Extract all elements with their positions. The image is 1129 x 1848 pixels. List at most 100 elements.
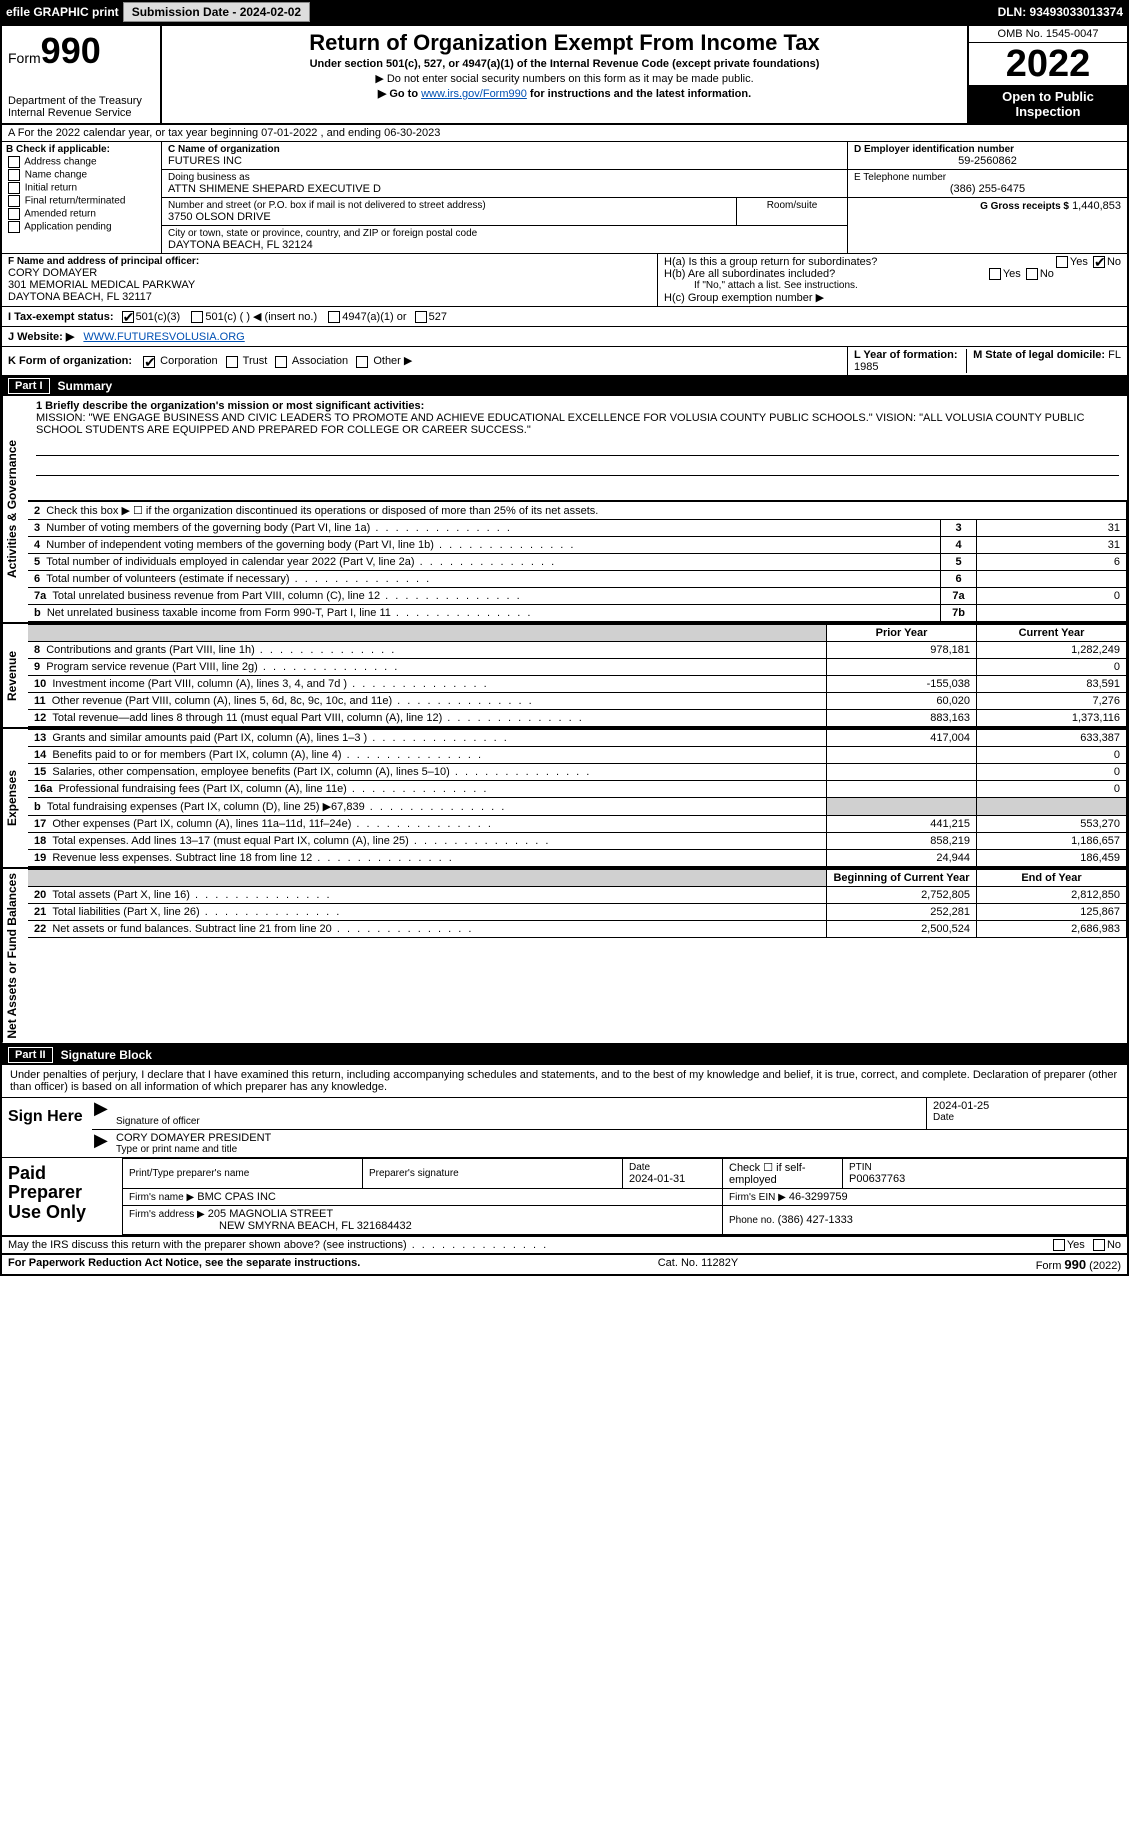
street-value: 3750 OLSON DRIVE xyxy=(168,211,730,223)
firm-phone: (386) 427-1333 xyxy=(778,1214,853,1226)
table-row: b Net unrelated business taxable income … xyxy=(28,605,1127,622)
paid-preparer-label: Paid Preparer Use Only xyxy=(2,1158,122,1235)
form-990-container: Form990 Department of the Treasury Inter… xyxy=(0,24,1129,1276)
table-row: 18 Total expenses. Add lines 13–17 (must… xyxy=(28,833,1127,850)
side-tab-expenses: Expenses xyxy=(2,729,28,867)
table-row: 13 Grants and similar amounts paid (Part… xyxy=(28,730,1127,747)
table-row: 14 Benefits paid to or for members (Part… xyxy=(28,747,1127,764)
phone-label: E Telephone number xyxy=(854,172,1121,183)
table-row: 6 Total number of volunteers (estimate i… xyxy=(28,571,1127,588)
discuss-no[interactable] xyxy=(1093,1239,1105,1251)
footer-row: For Paperwork Reduction Act Notice, see … xyxy=(2,1255,1127,1274)
table-row: 16a Professional fundraising fees (Part … xyxy=(28,781,1127,798)
h-b-note: If "No," attach a list. See instructions… xyxy=(664,280,1121,291)
firm-addr2: NEW SMYRNA BEACH, FL 321684432 xyxy=(129,1220,412,1232)
irs-link[interactable]: www.irs.gov/Form990 xyxy=(421,88,527,100)
street-label: Number and street (or P.O. box if mail i… xyxy=(168,200,730,211)
mission-block: 1 Briefly describe the organization's mi… xyxy=(28,396,1127,501)
ptin-value: P00637763 xyxy=(849,1173,1120,1185)
city-value: DAYTONA BEACH, FL 32124 xyxy=(168,239,841,251)
firm-addr1: 205 MAGNOLIA STREET xyxy=(208,1208,333,1220)
officer-addr2: DAYTONA BEACH, FL 32117 xyxy=(8,291,651,303)
city-label: City or town, state or province, country… xyxy=(168,228,841,239)
table-row: 9 Program service revenue (Part VIII, li… xyxy=(28,659,1127,676)
chk-trust[interactable] xyxy=(226,356,238,368)
mission-text: MISSION: "WE ENGAGE BUSINESS AND CIVIC L… xyxy=(36,412,1119,436)
table-row: 7a Total unrelated business revenue from… xyxy=(28,588,1127,605)
side-tab-net-assets: Net Assets or Fund Balances xyxy=(2,869,28,1043)
column-d-e-g: D Employer identification number 59-2560… xyxy=(847,142,1127,253)
part-ii-header: Part II Signature Block xyxy=(2,1045,1127,1065)
row-k-l-m: K Form of organization: Corporation Trus… xyxy=(2,347,1127,376)
governance-section: Activities & Governance 1 Briefly descri… xyxy=(2,396,1127,624)
tax-year: 2022 xyxy=(969,43,1127,85)
state-domicile: FL xyxy=(1108,349,1121,361)
ein-value: 59-2560862 xyxy=(854,155,1121,167)
form-subtitle: Under section 501(c), 527, or 4947(a)(1)… xyxy=(170,58,959,70)
org-name-label: C Name of organization xyxy=(168,144,841,155)
paid-preparer-table: Print/Type preparer's name Preparer's si… xyxy=(122,1158,1127,1235)
chk-initial-return[interactable]: Initial return xyxy=(6,182,157,194)
table-row: 10 Investment income (Part VIII, column … xyxy=(28,676,1127,693)
arrow-icon: ▶ xyxy=(92,1098,110,1129)
block-f-h: F Name and address of principal officer:… xyxy=(2,254,1127,307)
table-header-row: Prior YearCurrent Year xyxy=(28,625,1127,642)
efile-label: efile GRAPHIC print xyxy=(6,5,119,19)
side-tab-revenue: Revenue xyxy=(2,624,28,727)
chk-application-pending[interactable]: Application pending xyxy=(6,221,157,233)
expenses-section: Expenses 13 Grants and similar amounts p… xyxy=(2,729,1127,869)
treasury-dept: Department of the Treasury Internal Reve… xyxy=(8,95,154,119)
table-row: 21 Total liabilities (Part X, line 26)25… xyxy=(28,904,1127,921)
signature-intro: Under penalties of perjury, I declare th… xyxy=(2,1065,1127,1098)
phone-value: (386) 255-6475 xyxy=(854,183,1121,195)
column-c-org-info: C Name of organization FUTURES INC Doing… xyxy=(162,142,847,253)
chk-amended[interactable]: Amended return xyxy=(6,208,157,220)
chk-other[interactable] xyxy=(356,356,368,368)
column-f-officer: F Name and address of principal officer:… xyxy=(2,254,657,306)
chk-address-change[interactable]: Address change xyxy=(6,156,157,168)
net-assets-table: Beginning of Current YearEnd of Year20 T… xyxy=(28,869,1127,938)
discuss-yes[interactable] xyxy=(1053,1239,1065,1251)
chk-association[interactable] xyxy=(275,356,287,368)
cat-no: Cat. No. 11282Y xyxy=(658,1257,739,1272)
chk-501c3[interactable] xyxy=(122,311,134,323)
website-link[interactable]: WWW.FUTURESVOLUSIA.ORG xyxy=(83,331,244,343)
print-name-label: Type or print name and title xyxy=(116,1144,1121,1155)
form-number: Form990 xyxy=(8,30,154,72)
officer-addr1: 301 MEMORIAL MEDICAL PARKWAY xyxy=(8,279,651,291)
pra-notice: For Paperwork Reduction Act Notice, see … xyxy=(8,1257,360,1272)
row-i-tax-status: I Tax-exempt status: 501(c)(3) 501(c) ( … xyxy=(2,307,1127,327)
revenue-table: Prior YearCurrent Year8 Contributions an… xyxy=(28,624,1127,727)
paid-preparer-block: Paid Preparer Use Only Print/Type prepar… xyxy=(2,1158,1127,1237)
chk-527[interactable] xyxy=(415,311,427,323)
submission-date-button[interactable]: Submission Date - 2024-02-02 xyxy=(123,2,310,22)
part-i-header: Part I Summary xyxy=(2,376,1127,396)
officer-print-name: CORY DOMAYER PRESIDENT xyxy=(116,1132,1121,1144)
gross-receipts-value: 1,440,853 xyxy=(1072,200,1121,212)
dba-value: ATTN SHIMENE SHEPARD EXECUTIVE D xyxy=(168,183,841,195)
open-to-public: Open to Public Inspection xyxy=(969,85,1127,123)
self-employed-check[interactable]: Check ☐ if self-employed xyxy=(723,1158,843,1188)
instructions-link-row: ▶ Go to www.irs.gov/Form990 for instruct… xyxy=(170,87,959,100)
year-formation: 1985 xyxy=(854,361,878,373)
chk-corporation[interactable] xyxy=(143,356,155,368)
table-row: 22 Net assets or fund balances. Subtract… xyxy=(28,921,1127,938)
chk-final-return[interactable]: Final return/terminated xyxy=(6,195,157,207)
column-h-group: H(a) Is this a group return for subordin… xyxy=(657,254,1127,306)
table-row: 11 Other revenue (Part VIII, column (A),… xyxy=(28,693,1127,710)
preparer-date: 2024-01-31 xyxy=(629,1173,716,1185)
chk-501c[interactable] xyxy=(191,311,203,323)
table-row: 19 Revenue less expenses. Subtract line … xyxy=(28,850,1127,867)
governance-table: 2 Check this box ▶ ☐ if the organization… xyxy=(28,501,1127,622)
table-row: 20 Total assets (Part X, line 16)2,752,8… xyxy=(28,887,1127,904)
sign-here-label: Sign Here xyxy=(2,1098,92,1157)
gross-receipts-label: G Gross receipts $ xyxy=(980,201,1069,212)
room-suite-label: Room/suite xyxy=(737,198,847,225)
net-assets-section: Net Assets or Fund Balances Beginning of… xyxy=(2,869,1127,1045)
chk-name-change[interactable]: Name change xyxy=(6,169,157,181)
table-row: 5 Total number of individuals employed i… xyxy=(28,554,1127,571)
table-row: 17 Other expenses (Part IX, column (A), … xyxy=(28,816,1127,833)
discuss-row: May the IRS discuss this return with the… xyxy=(2,1237,1127,1255)
form-ref: Form 990 (2022) xyxy=(1036,1257,1121,1272)
chk-4947[interactable] xyxy=(328,311,340,323)
